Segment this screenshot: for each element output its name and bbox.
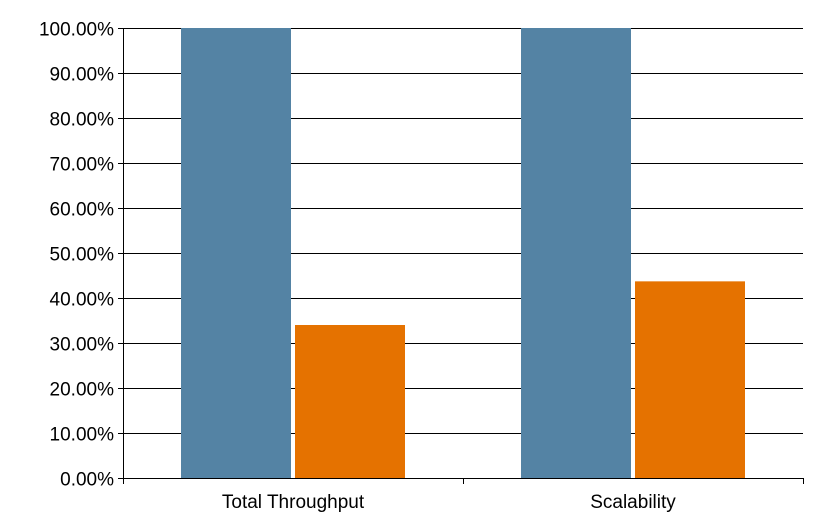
category-label: Total Throughput [222, 492, 365, 513]
y-tick-label: 90.00% [50, 65, 115, 86]
y-tick-label: 30.00% [50, 335, 115, 356]
y-tick-label: 20.00% [50, 380, 115, 401]
y-tick-label: 60.00% [50, 200, 115, 221]
y-tick-labels: 0.00% 10.00% 20.00% 30.00% 40.00% 50.00% 60.00… [39, 20, 114, 491]
y-tick-label: 0.00% [60, 470, 114, 491]
bar-0-1 [295, 325, 405, 478]
bar-0-0 [181, 28, 291, 478]
category-labels: Total Throughput Scalability [222, 492, 676, 513]
y-tick-label: 80.00% [50, 110, 115, 131]
y-tick-label: 40.00% [50, 290, 115, 311]
axes [118, 28, 804, 484]
y-tick-label: 100.00% [39, 20, 114, 41]
bar-1-1 [635, 281, 745, 478]
y-tick-label: 10.00% [50, 425, 115, 446]
y-tick-label: 70.00% [50, 155, 115, 176]
y-tick-label: 50.00% [50, 245, 115, 266]
bar-1-0 [521, 28, 631, 478]
category-label: Scalability [590, 492, 676, 513]
bars [181, 28, 745, 478]
